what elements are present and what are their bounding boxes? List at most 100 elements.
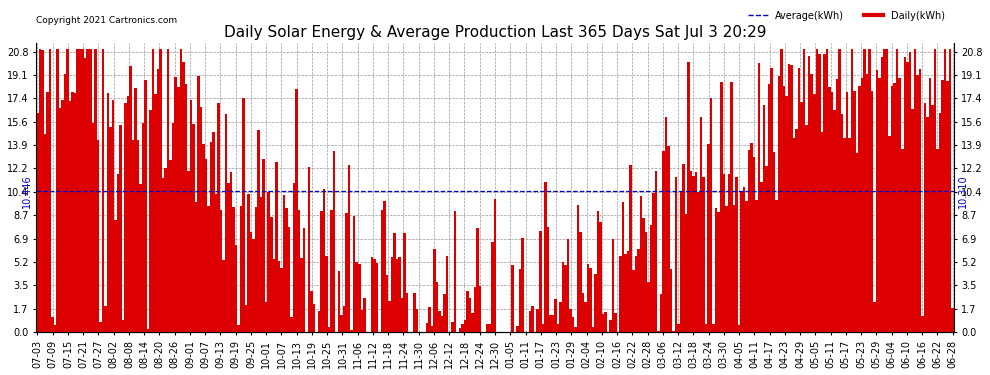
Bar <box>876 70 878 332</box>
Bar <box>189 100 192 332</box>
Bar <box>823 54 826 332</box>
Bar <box>871 91 873 332</box>
Bar <box>56 49 58 332</box>
Bar <box>685 214 687 332</box>
Bar <box>66 49 69 332</box>
Bar <box>81 49 84 332</box>
Bar <box>341 315 343 332</box>
Bar <box>207 206 210 332</box>
Bar <box>914 49 916 332</box>
Bar <box>697 192 700 332</box>
Bar <box>321 211 323 332</box>
Bar <box>899 78 901 332</box>
Bar <box>643 217 644 332</box>
Bar <box>532 306 534 332</box>
Bar <box>167 49 169 332</box>
Bar <box>347 165 350 332</box>
Bar <box>363 298 365 332</box>
Bar <box>569 309 571 332</box>
Bar <box>295 88 298 332</box>
Bar <box>441 316 444 332</box>
Bar <box>564 265 566 332</box>
Bar <box>654 171 657 332</box>
Bar <box>728 174 730 332</box>
Bar <box>592 327 594 332</box>
Bar <box>383 201 386 332</box>
Bar <box>937 148 939 332</box>
Bar <box>911 109 914 332</box>
Bar <box>939 113 941 332</box>
Bar <box>373 260 375 332</box>
Bar <box>906 62 909 332</box>
Bar <box>708 144 710 332</box>
Bar <box>267 192 270 332</box>
Bar <box>169 160 172 332</box>
Bar <box>687 62 690 332</box>
Bar <box>262 159 265 332</box>
Bar <box>630 165 632 332</box>
Bar <box>720 82 723 332</box>
Bar <box>49 49 51 332</box>
Bar <box>107 93 109 332</box>
Bar <box>625 254 627 332</box>
Bar <box>436 282 439 332</box>
Bar <box>195 202 197 332</box>
Bar <box>813 94 816 332</box>
Bar <box>401 298 403 332</box>
Bar <box>773 152 775 332</box>
Bar <box>413 292 416 332</box>
Bar <box>795 129 798 332</box>
Bar <box>61 100 64 332</box>
Bar <box>517 326 519 332</box>
Bar <box>765 166 768 332</box>
Bar <box>124 103 127 332</box>
Bar <box>770 69 773 332</box>
Bar <box>353 216 355 332</box>
Bar <box>883 49 886 332</box>
Bar <box>64 74 66 332</box>
Bar <box>818 54 821 332</box>
Bar <box>733 205 736 332</box>
Bar <box>252 239 254 332</box>
Bar <box>745 201 747 332</box>
Bar <box>473 287 476 332</box>
Bar <box>179 49 182 332</box>
Bar <box>610 320 612 332</box>
Bar <box>71 92 74 332</box>
Bar <box>860 78 863 332</box>
Bar <box>217 103 220 332</box>
Bar <box>793 138 795 332</box>
Bar <box>288 228 290 332</box>
Bar <box>742 187 745 332</box>
Bar <box>713 324 715 332</box>
Bar <box>360 310 363 332</box>
Bar <box>346 213 347 332</box>
Bar <box>187 171 189 332</box>
Bar <box>132 140 135 332</box>
Bar <box>326 256 328 332</box>
Bar <box>135 87 137 332</box>
Bar <box>285 208 288 332</box>
Bar <box>647 282 649 332</box>
Bar <box>778 76 780 332</box>
Bar <box>582 292 584 332</box>
Bar <box>951 309 953 332</box>
Bar <box>184 84 187 332</box>
Bar <box>468 298 471 332</box>
Bar <box>202 144 205 332</box>
Bar <box>589 268 592 332</box>
Bar <box>659 294 662 332</box>
Bar <box>147 329 149 332</box>
Bar <box>602 314 604 332</box>
Bar <box>790 65 793 332</box>
Bar <box>313 304 315 332</box>
Bar <box>257 130 260 332</box>
Bar <box>358 264 360 332</box>
Bar <box>245 305 248 332</box>
Bar <box>662 151 664 332</box>
Bar <box>904 57 906 332</box>
Bar <box>458 328 461 332</box>
Bar <box>873 302 876 332</box>
Bar <box>943 49 946 332</box>
Bar <box>127 96 130 332</box>
